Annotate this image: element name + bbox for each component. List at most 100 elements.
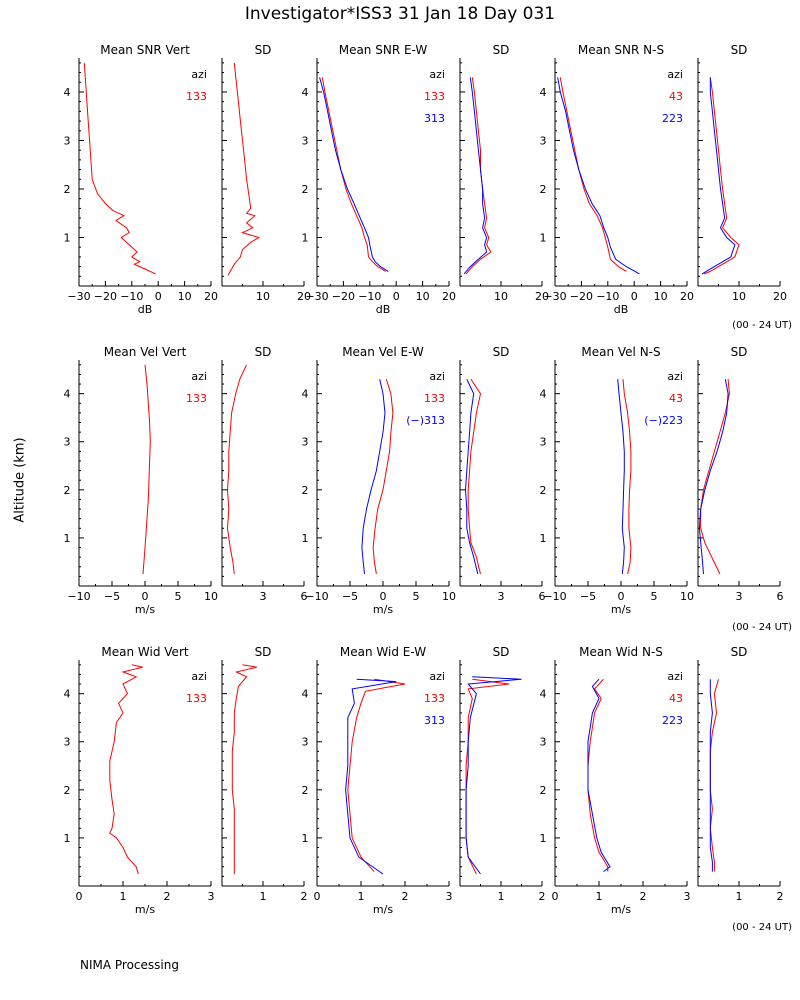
- x-tick-label: 10: [416, 290, 430, 303]
- x-tick-label: 6: [777, 590, 784, 603]
- legend-header: azi: [667, 68, 683, 81]
- series-line-133: [231, 664, 258, 874]
- y-tick-label: 4: [302, 86, 309, 99]
- y-tick-label: 3: [540, 736, 547, 749]
- time-range-label: (00 - 24 UT): [732, 622, 792, 633]
- x-axis-label: m/s: [135, 603, 155, 616]
- panel-title: SD: [493, 43, 510, 57]
- panel-vel-3: SD 3 6: [459, 345, 546, 603]
- legend-entry: 43: [669, 90, 683, 103]
- x-tick-label: 10: [494, 290, 508, 303]
- y-tick-label: 4: [64, 86, 71, 99]
- panel-vel-5: SD 3 6: [697, 345, 784, 603]
- y-tick-label: 2: [64, 484, 71, 497]
- x-tick-label: 0: [314, 890, 321, 903]
- series-line-313: [463, 77, 488, 275]
- x-tick-label: 3: [498, 590, 505, 603]
- x-tick-label: 3: [736, 590, 743, 603]
- series-line-133: [109, 664, 143, 875]
- panel-title: Mean SNR N-S: [578, 43, 664, 57]
- panel-snr-0: Mean SNR Vert 1 2 3 4 −30 −20 −10 0 10 20 dB azi 133: [64, 43, 219, 316]
- x-tick-label: 10: [732, 290, 746, 303]
- x-tick-label: 20: [297, 290, 311, 303]
- y-tick-label: 1: [64, 532, 71, 545]
- panel-wid-3: SD 1 2: [459, 645, 546, 903]
- x-tick-label: 1: [120, 890, 127, 903]
- x-tick-label: 6: [539, 590, 546, 603]
- series-line-133: [321, 77, 386, 272]
- y-tick-label: 3: [64, 736, 71, 749]
- legend-header: azi: [191, 370, 207, 383]
- series-line-223: [698, 379, 729, 575]
- x-tick-label: −20: [94, 290, 117, 303]
- legend-entry: 133: [186, 90, 207, 103]
- panel-vel-0: Mean Vel Vert 1 2 3 4 −10 −5 0 5 10 m/s azi 133: [64, 345, 219, 616]
- panel-title: Mean SNR Vert: [100, 43, 190, 57]
- series-line-223: [464, 378, 479, 575]
- x-tick-label: 2: [640, 890, 647, 903]
- y-tick-label: 3: [540, 436, 547, 449]
- panel-title: Mean SNR E-W: [339, 43, 428, 57]
- panel-snr-3: SD 10 20: [459, 43, 549, 303]
- y-tick-label: 2: [302, 484, 309, 497]
- legend-entry: 133: [424, 392, 445, 405]
- legend-entry: (−)223: [644, 414, 683, 427]
- legend-header: azi: [429, 370, 445, 383]
- y-tick-label: 3: [302, 436, 309, 449]
- x-tick-label: −30: [67, 290, 90, 303]
- x-axis-label: m/s: [373, 903, 393, 916]
- y-tick-label: 2: [64, 784, 71, 797]
- x-tick-label: −10: [67, 590, 90, 603]
- x-tick-label: 2: [539, 890, 546, 903]
- panel-vel-2: Mean Vel E-W 1 2 3 4 −10 −5 0 5 10 m/s azi 133 (−)313: [302, 345, 457, 616]
- y-tick-label: 3: [64, 134, 71, 147]
- panel-title: SD: [255, 43, 272, 57]
- x-tick-label: 2: [777, 890, 784, 903]
- y-tick-label: 1: [540, 832, 547, 845]
- x-tick-label: 1: [260, 890, 267, 903]
- x-tick-label: −10: [305, 590, 328, 603]
- panel-title: Mean Vel E-W: [342, 345, 424, 359]
- legend-entry: (−)313: [406, 414, 445, 427]
- x-tick-label: −30: [543, 290, 566, 303]
- y-tick-label: 4: [540, 388, 547, 401]
- series-line-313: [361, 379, 386, 575]
- panel-title: SD: [255, 645, 272, 659]
- x-tick-label: 20: [535, 290, 549, 303]
- legend-header: azi: [191, 68, 207, 81]
- x-tick-label: 2: [164, 890, 171, 903]
- y-tick-label: 4: [302, 688, 309, 701]
- x-tick-label: 0: [155, 290, 162, 303]
- panel-title: Mean Vel N-S: [581, 345, 660, 359]
- x-tick-label: 10: [442, 590, 456, 603]
- x-tick-label: 3: [260, 590, 267, 603]
- x-tick-label: −20: [570, 290, 593, 303]
- x-tick-label: 0: [552, 890, 559, 903]
- legend-header: azi: [667, 670, 683, 683]
- x-tick-label: 0: [142, 590, 149, 603]
- y-tick-label: 4: [540, 688, 547, 701]
- x-axis-label: m/s: [611, 603, 631, 616]
- x-tick-label: 2: [402, 890, 409, 903]
- time-range-label: (00 - 24 UT): [732, 922, 792, 933]
- panel-title: Mean Vel Vert: [104, 345, 187, 359]
- y-tick-label: 1: [540, 231, 547, 244]
- x-tick-label: 20: [204, 290, 218, 303]
- y-tick-label: 1: [64, 231, 71, 244]
- panel-wid-4: Mean Wid N-S 1 2 3 4 0 1 2 3 m/s azi 43 223: [540, 645, 691, 916]
- x-tick-label: 10: [178, 290, 192, 303]
- y-tick-label: 4: [540, 86, 547, 99]
- x-tick-label: 5: [175, 590, 182, 603]
- panel-title: Mean Wid Vert: [101, 645, 188, 659]
- x-tick-label: −5: [580, 590, 596, 603]
- panel-wid-2: Mean Wid E-W 1 2 3 4 0 1 2 3 m/s azi 133 313: [302, 645, 453, 916]
- x-tick-label: 0: [631, 290, 638, 303]
- panel-vel-1: SD 3 6: [221, 345, 308, 603]
- x-axis-label: m/s: [611, 903, 631, 916]
- x-tick-label: −10: [358, 290, 381, 303]
- x-tick-label: 3: [208, 890, 215, 903]
- legend-header: azi: [429, 670, 445, 683]
- series-line-43: [559, 77, 627, 272]
- panel-title: Mean Wid E-W: [340, 645, 426, 659]
- x-tick-label: −10: [120, 290, 143, 303]
